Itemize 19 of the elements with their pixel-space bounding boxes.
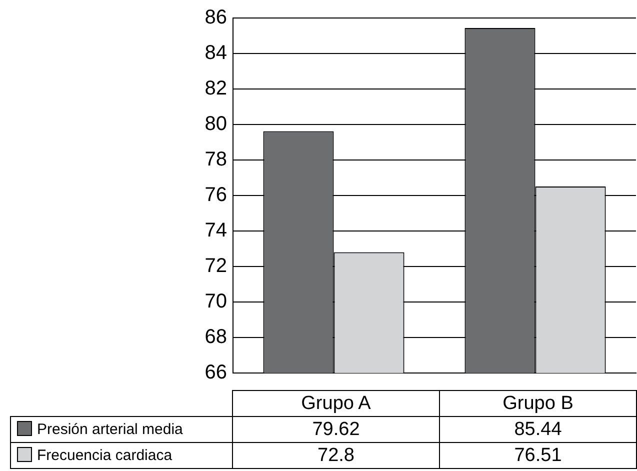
- y-tick-label: 76: [204, 184, 227, 206]
- legend-label: Frecuencia cardiaca: [10, 442, 232, 468]
- data-label: 79.62: [232, 416, 440, 442]
- y-tick-label: 86: [204, 6, 227, 29]
- y-tick-label: 70: [204, 290, 227, 313]
- data-label: 72.8: [232, 442, 440, 468]
- data-label: 76.51: [440, 442, 636, 468]
- y-tick-label: 66: [204, 362, 227, 384]
- y-tick-label: 74: [204, 220, 227, 242]
- y-tick-label: 82: [204, 78, 227, 100]
- y-tick-label: 72: [204, 255, 227, 278]
- y-tick-label: 78: [204, 148, 227, 171]
- y-tick-label: 84: [204, 42, 227, 64]
- x-tick-label: Grupo B: [440, 390, 636, 416]
- legend-label: Presión arterial media: [10, 416, 232, 442]
- x-tick-label: Grupo A: [232, 390, 440, 416]
- data-label: 85.44: [440, 416, 636, 442]
- y-tick-label: 68: [204, 326, 227, 348]
- y-tick-label: 80: [204, 113, 227, 136]
